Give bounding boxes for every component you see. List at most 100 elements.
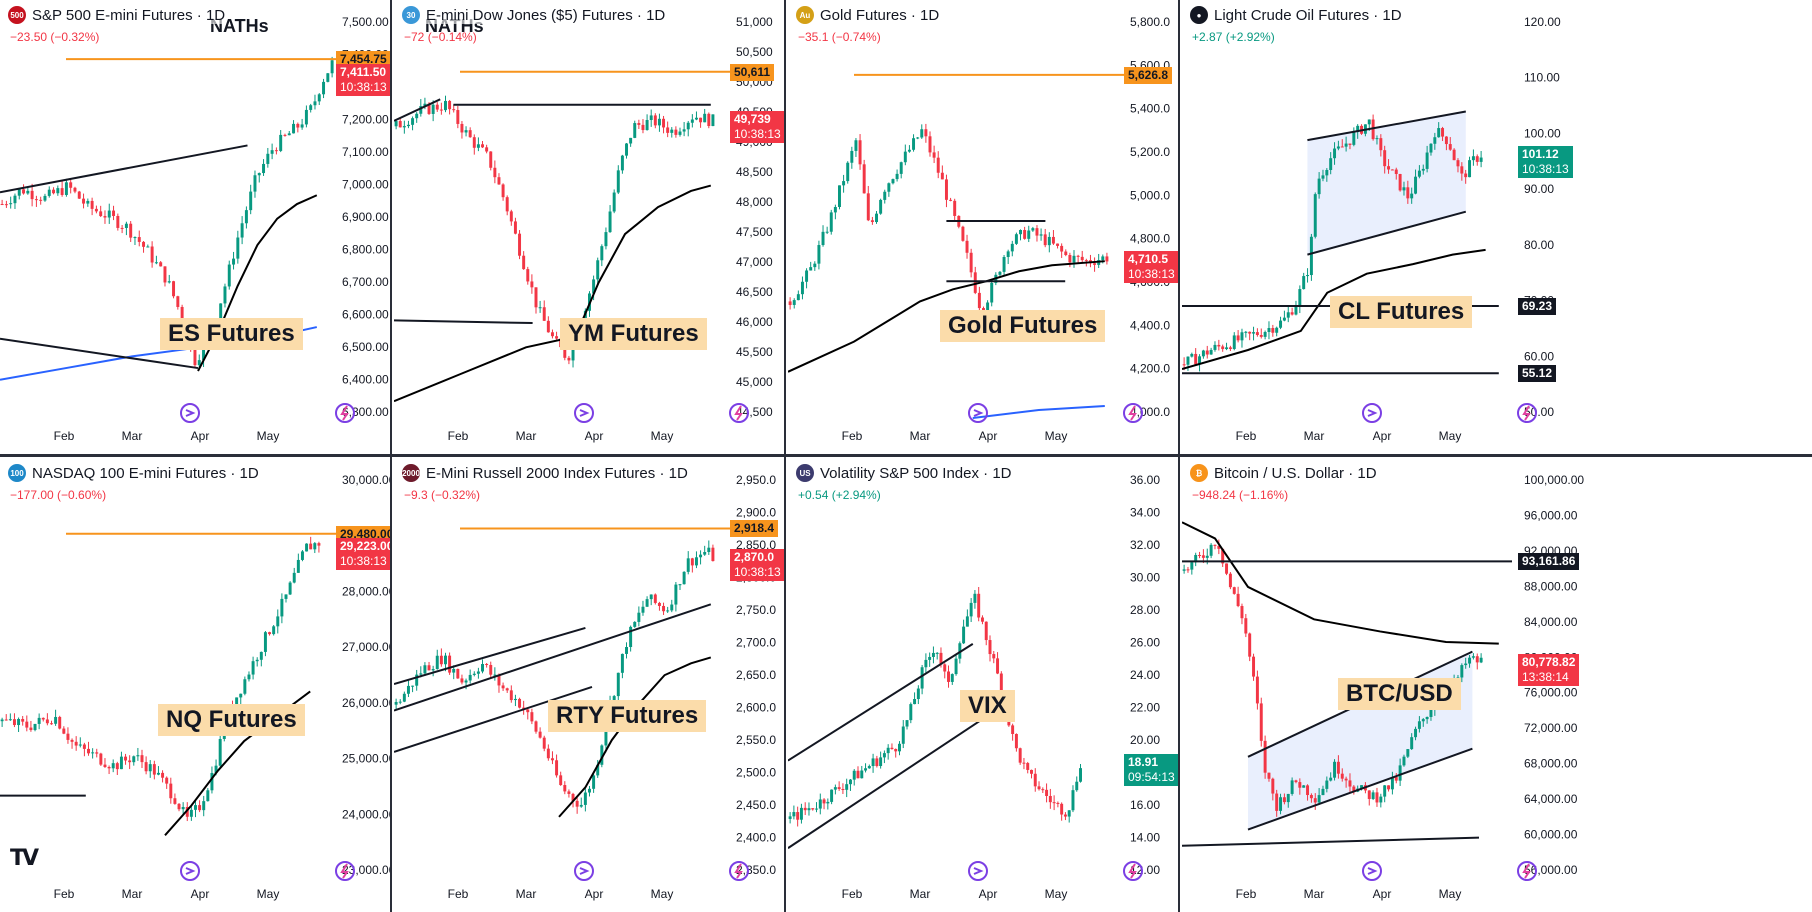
candle-body (1041, 789, 1045, 791)
chart-canvas-vix[interactable]: 36.00 34.00 32.00 30.00 28.00 26.00 24.00 22.00… (788, 458, 1178, 912)
candle-body (1240, 332, 1244, 341)
symbol-header[interactable]: US Volatility S&P 500 Index · 1D (796, 464, 1012, 482)
candle-body (649, 115, 653, 121)
trend-line[interactable] (1247, 747, 1473, 831)
symbol-header[interactable]: Au Gold Futures · 1D (796, 6, 940, 24)
y-tick-label: 6,600.00 (342, 308, 389, 322)
trend-line[interactable] (788, 643, 974, 762)
chart-canvas-ym[interactable]: 51,00050,50050,00049,50049,00048,50048,0… (394, 0, 784, 454)
trend-line[interactable] (0, 144, 248, 194)
chart-annotation-label[interactable]: BTC/USD (1338, 678, 1461, 710)
chart-annotation-label[interactable]: Gold Futures (940, 310, 1106, 342)
alert-bolt-icon[interactable] (1517, 403, 1537, 423)
chart-canvas-nq[interactable]: 30,000.0029,000.0028,000.0027,000.0026,0… (0, 458, 390, 912)
chart-canvas-btc[interactable]: 100,000.0096,000.0092,000.0088,000.0084,… (1182, 458, 1812, 912)
y-tick-label: 30,000.00 (342, 473, 390, 487)
y-tick-label: 100,000.00 (1524, 473, 1584, 487)
replay-icon[interactable] (968, 861, 988, 881)
trend-line[interactable] (1307, 210, 1467, 256)
alert-bolt-icon[interactable] (1123, 861, 1143, 881)
chart-annotation-label[interactable]: VIX (960, 690, 1015, 722)
candle-body (266, 153, 270, 164)
candle-body (78, 744, 82, 746)
candle-body (1201, 555, 1205, 558)
alert-bolt-icon[interactable] (729, 403, 749, 423)
tradingview-logo[interactable]: TV (10, 846, 39, 871)
alert-bolt-icon[interactable] (335, 403, 355, 423)
candle-body (1325, 780, 1329, 789)
replay-icon[interactable] (1362, 403, 1382, 423)
chart-pane-gc[interactable]: 5,800.0 5,600.0 5,400.0 5,200.0 5,000.0 4,800… (788, 0, 1178, 454)
alert-bolt-icon[interactable] (729, 861, 749, 881)
symbol-header[interactable]: 2000 E-Mini Russell 2000 Index Futures · … (402, 464, 688, 482)
trend-line[interactable] (1307, 110, 1466, 142)
moving-average-line (1182, 248, 1486, 371)
candle-body (1398, 765, 1402, 781)
replay-icon[interactable] (574, 403, 594, 423)
chart-canvas-es[interactable]: 7,500.007,400.007,300.007,200.007,100.00… (0, 0, 390, 454)
candle-body (1321, 788, 1325, 796)
candle-body (402, 693, 406, 702)
candle-body (1433, 137, 1437, 144)
chart-canvas-gc[interactable]: 5,800.05,600.05,400.05,200.05,000.04,800… (788, 0, 1178, 454)
y-tick-label: 76,000.00 (1524, 686, 1578, 700)
chart-annotation-label[interactable]: ES Futures (160, 318, 303, 350)
alert-bolt-icon[interactable] (335, 861, 355, 881)
chart-pane-nq[interactable]: 30,000.0029,000.0028,000.0027,000.0026,0… (0, 458, 390, 912)
candle-body (796, 294, 800, 301)
candle-body (522, 255, 526, 270)
replay-icon[interactable] (1362, 861, 1382, 881)
chart-canvas-rty[interactable]: 2,950.02,900.02,850.02,800.02,750.02,700… (394, 458, 784, 912)
pane-divider[interactable] (0, 454, 1812, 457)
symbol-header[interactable]: ₿ Bitcoin / U.S. Dollar · 1D (1190, 464, 1377, 482)
candle-body (25, 721, 29, 728)
symbol-logo-icon: ● (1190, 6, 1208, 24)
candle-body (1371, 792, 1375, 799)
chart-pane-cl[interactable]: 120.00110.00100.0090.0080.0070.0060.0050… (1182, 0, 1812, 454)
candle-body (612, 192, 616, 212)
symbol-header[interactable]: ● Light Crude Oil Futures · 1D (1190, 6, 1402, 24)
chart-pane-ym[interactable]: 51,00050,50050,00049,50049,00048,50048,0… (394, 0, 784, 454)
replay-icon[interactable] (180, 861, 200, 881)
candle-body (509, 690, 513, 701)
chart-canvas-cl[interactable]: 120.00110.00100.0090.0080.0070.0060.0050… (1182, 0, 1812, 454)
candle-body (41, 717, 45, 720)
replay-icon[interactable] (180, 403, 200, 423)
symbol-header[interactable]: 30 E-mini Dow Jones ($5) Futures · 1D (402, 6, 666, 24)
candle-body (1367, 790, 1371, 799)
candle-body (439, 109, 443, 111)
chart-pane-es[interactable]: 7,500.007,400.007,300.007,200.007,100.00… (0, 0, 390, 454)
candle-body (612, 696, 616, 704)
symbol-header[interactable]: 500 S&P 500 E-mini Futures · 1D (8, 6, 226, 24)
chart-pane-rty[interactable]: 2,950.02,900.02,850.02,800.02,750.02,700… (394, 458, 784, 912)
chart-annotation-label[interactable]: CL Futures (1330, 296, 1473, 328)
trend-line[interactable] (788, 715, 987, 849)
trend-line[interactable] (394, 626, 586, 685)
trend-line[interactable] (394, 686, 593, 753)
replay-icon[interactable] (968, 403, 988, 423)
alert-bolt-icon[interactable] (1123, 403, 1143, 423)
candle-body (456, 668, 460, 679)
replay-icon[interactable] (574, 861, 594, 881)
trend-line[interactable] (394, 98, 441, 122)
candle-body (1027, 230, 1031, 239)
candle-body (1022, 762, 1026, 764)
chart-annotation-label[interactable]: RTY Futures (548, 700, 707, 732)
candle-body (1275, 327, 1279, 333)
chart-pane-vix[interactable]: 36.00 34.00 32.00 30.00 28.00 26.00 24.00 22.00… (788, 458, 1178, 912)
y-tick-label: 45,000 (736, 375, 773, 389)
trend-line[interactable] (394, 319, 533, 325)
price-change: +2.87 (+2.92%) (1192, 30, 1275, 44)
symbol-header[interactable]: 100 NASDAQ 100 E-mini Futures · 1D (8, 464, 259, 482)
trend-line[interactable] (0, 337, 199, 370)
y-tick-label: 6,300.00 (342, 405, 389, 419)
alert-bolt-icon[interactable] (1517, 861, 1537, 881)
candle-body (875, 758, 879, 767)
chart-annotation-label[interactable]: YM Futures (560, 318, 707, 350)
candle-body (427, 103, 431, 114)
chart-annotation-label[interactable]: NQ Futures (158, 704, 305, 736)
trend-line[interactable] (394, 603, 712, 712)
candle-body (833, 206, 837, 213)
trend-line[interactable] (1182, 836, 1480, 847)
chart-pane-btc[interactable]: 100,000.00 96,000.00 92,000.00 88,000.00 84,… (1182, 458, 1812, 912)
